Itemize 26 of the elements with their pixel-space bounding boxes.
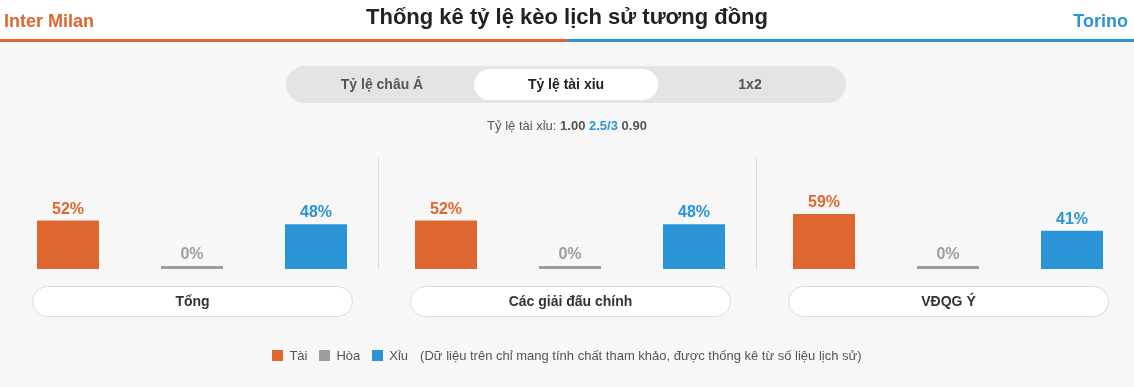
data-label: 0% xyxy=(936,245,960,262)
data-label: 52% xyxy=(51,199,85,217)
legend-label: Hòa xyxy=(335,348,361,363)
text: Thống kê tỷ lệ kèo lịch sử tương đồng xyxy=(366,4,768,29)
text: VĐQG Ý xyxy=(788,286,1109,317)
text: Tỷ lệ tài xỉu: xyxy=(487,118,557,133)
text: 1.00 xyxy=(560,118,586,133)
text: (Dữ liệu trên chỉ mang tính chất tham khảo, được thống kê từ số liệu lịch sử) xyxy=(420,348,862,363)
data-label: 0% xyxy=(558,245,582,262)
text: 1x2 xyxy=(737,75,763,94)
legend-label: Xỉu xyxy=(388,348,409,363)
text: Inter Milan xyxy=(4,11,95,32)
legend-label: Tài xyxy=(288,348,308,363)
text: Tỷ lệ châu Á xyxy=(339,75,425,94)
data-label: 52% xyxy=(429,199,463,217)
text: 0.90 xyxy=(621,118,647,133)
data-label: 48% xyxy=(299,203,333,221)
text: Các giải đấu chính xyxy=(410,286,731,317)
data-label: 59% xyxy=(807,193,841,210)
text: 2.5/3 xyxy=(589,118,618,133)
data-label: 48% xyxy=(677,203,711,221)
data-label: 41% xyxy=(1055,209,1089,227)
text: Tổng xyxy=(32,286,353,317)
text: Torino xyxy=(1073,11,1128,32)
text: Tỷ lệ tài xỉu xyxy=(474,69,658,100)
data-label: 0% xyxy=(180,245,204,262)
